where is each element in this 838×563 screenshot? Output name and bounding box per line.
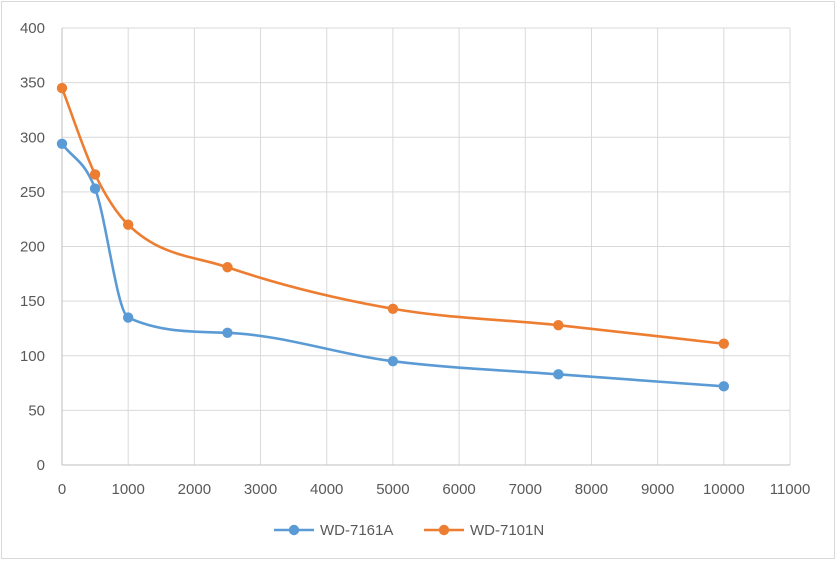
data-point [89, 183, 101, 194]
y-tick-label: 300 [20, 129, 45, 146]
y-tick-label: 50 [28, 402, 45, 419]
grid-lines [62, 27, 791, 465]
data-point [553, 319, 564, 331]
legend-label: WD-7161A [320, 522, 393, 539]
y-tick-label: 350 [20, 75, 45, 92]
data-point [553, 369, 564, 380]
y-tick-label: 100 [20, 348, 45, 365]
data-point [122, 219, 134, 230]
data-point [122, 312, 134, 323]
x-tick-label: 0 [58, 481, 66, 498]
y-tick-label: 0 [37, 457, 45, 474]
x-tick-label: 1000 [111, 481, 144, 498]
x-tick-label: 7000 [509, 481, 542, 498]
x-tick-label: 4000 [310, 481, 343, 498]
y-tick-label: 200 [20, 239, 45, 256]
data-point [56, 82, 68, 94]
legend: WD-7161A WD-7101N [274, 522, 544, 539]
series-layer [56, 82, 730, 392]
legend-marker-1 [438, 524, 450, 536]
data-point [222, 262, 233, 273]
x-tick-label: 8000 [575, 481, 608, 498]
x-tick-label: 10000 [703, 481, 745, 498]
x-tick-label: 5000 [376, 481, 409, 498]
x-tick-label: 3000 [244, 481, 277, 498]
data-point [56, 138, 68, 150]
data-point [387, 356, 399, 367]
y-tick-label: 400 [20, 20, 45, 37]
y-tick-labels: 0 50 100 150 200 250 300 350 400 [20, 20, 45, 474]
data-point [387, 303, 399, 314]
legend-marker-0 [288, 524, 300, 536]
data-point [718, 381, 730, 392]
data-point [718, 338, 730, 349]
x-tick-labels: 0 1000 2000 3000 4000 5000 6000 7000 8000 9000 100… [58, 481, 810, 498]
x-tick-label: 11000 [770, 481, 811, 498]
axes [61, 28, 790, 466]
data-point [222, 327, 233, 339]
legend-label: WD-7101N [470, 522, 544, 539]
x-tick-label: 6000 [442, 481, 475, 498]
data-point [89, 169, 101, 180]
x-tick-label: 2000 [178, 481, 211, 498]
x-tick-label: 9000 [641, 481, 674, 498]
y-tick-label: 150 [20, 293, 45, 310]
y-tick-label: 250 [20, 184, 45, 201]
